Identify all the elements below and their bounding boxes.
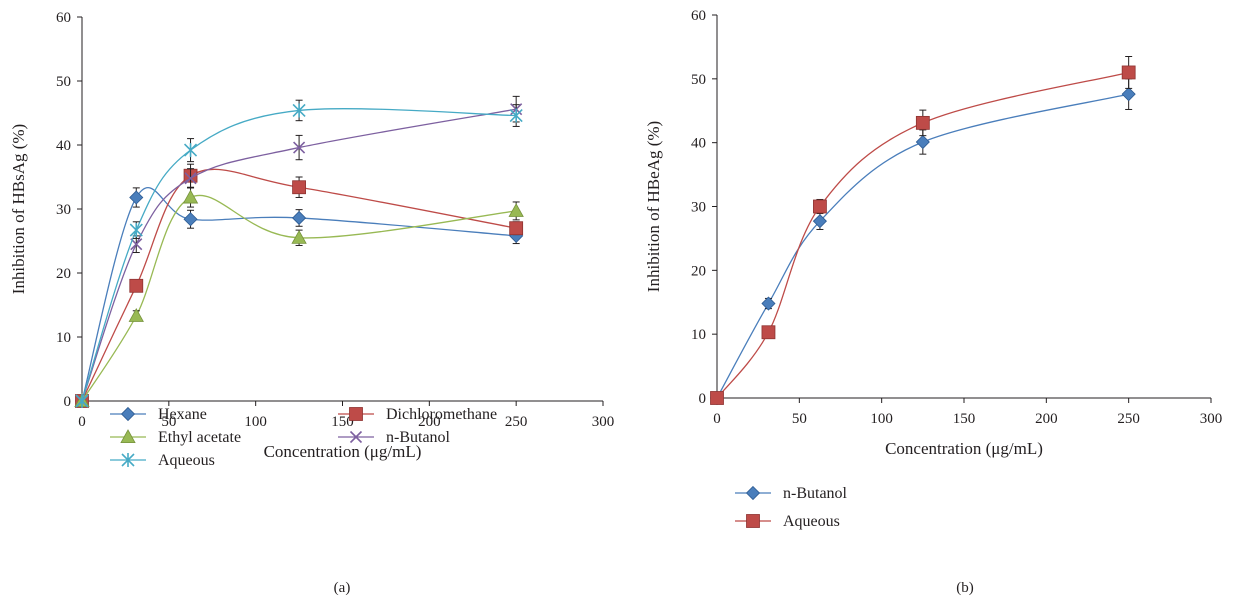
y-tick-label: 30	[691, 200, 706, 216]
legend-item: n-Butanol	[338, 429, 451, 446]
series-line	[716, 93, 1129, 399]
x-tick-label: 250	[1117, 411, 1140, 427]
data-point	[292, 180, 306, 195]
series-aqueous	[75, 99, 523, 408]
legend-label: Aqueous	[158, 452, 215, 469]
data-point	[915, 134, 930, 150]
legend-marker	[120, 429, 136, 444]
x-tick-label: 0	[78, 414, 86, 430]
y-tick-label: 30	[56, 202, 71, 218]
x-tick-label: 150	[331, 414, 354, 430]
y-tick-label: 40	[56, 138, 71, 154]
x-tick-label: 300	[1200, 411, 1223, 427]
data-point	[128, 308, 144, 322]
data-point	[183, 212, 198, 227]
legend-label: Ethyl acetate	[158, 429, 241, 446]
x-axis-title: Concentration (μg/mL)	[264, 442, 422, 461]
legend-marker	[746, 514, 760, 528]
legend-item: Aqueous	[110, 452, 215, 469]
series-line	[81, 194, 517, 402]
x-tick-label: 100	[244, 414, 267, 430]
legend-marker	[121, 453, 135, 467]
legend-item: n-Butanol	[735, 485, 848, 502]
legend-marker	[349, 430, 363, 444]
legend-item: Dichloromethane	[338, 406, 497, 423]
series-line	[716, 71, 1129, 399]
y-tick-label: 60	[691, 8, 706, 24]
data-point	[1121, 87, 1136, 102]
chart-panel-b: 0 10 20 30 40 50 60 0 50 100 150 200 250 300 Concentra…	[644, 8, 1222, 596]
legend-item: Hexane	[110, 406, 207, 423]
data-point	[291, 229, 307, 244]
series-line	[81, 108, 517, 402]
y-tick-label: 0	[64, 394, 72, 410]
x-tick-label: 50	[792, 411, 807, 427]
x-tick-label: 0	[713, 411, 721, 427]
y-tick-label: 10	[691, 327, 706, 343]
y-tick-label: 10	[56, 330, 71, 346]
y-tick-label: 40	[691, 136, 706, 152]
x-tick-label: 100	[870, 411, 893, 427]
legend-marker	[745, 485, 761, 501]
series-dichloromethane	[75, 163, 524, 408]
data-point	[508, 203, 524, 217]
panel-label: (a)	[334, 580, 351, 596]
data-point	[129, 190, 144, 205]
x-axis-title: Concentration (μg/mL)	[885, 439, 1043, 458]
data-point	[184, 172, 197, 185]
data-point	[75, 394, 89, 408]
y-tick-label: 50	[691, 72, 706, 88]
y-tick-label: 20	[56, 266, 71, 282]
legend-label: n-Butanol	[783, 485, 848, 502]
y-axis-title: Inhibition of HBeAg (%)	[644, 121, 663, 292]
data-point	[710, 391, 724, 405]
y-tick-label: 20	[691, 263, 706, 279]
x-tick-label: 250	[505, 414, 528, 430]
chart-panel-a: 0 10 20 30 40 50 60 0 50 100 150 200 250 300 Concentra…	[9, 10, 614, 596]
x-tick-label: 50	[161, 414, 176, 430]
data-point	[183, 143, 198, 158]
x-tick-label: 300	[592, 414, 615, 430]
x-tick-label: 200	[1035, 411, 1058, 427]
series-n-butanol	[75, 95, 523, 408]
series-aqueous	[710, 55, 1136, 405]
data-point	[293, 141, 306, 154]
data-point	[509, 221, 524, 236]
panel-label: (b)	[956, 580, 974, 596]
data-point	[292, 103, 306, 118]
legend-label: Dichloromethane	[386, 406, 497, 423]
legend-item: Ethyl acetate	[110, 429, 241, 446]
data-point	[182, 189, 199, 204]
data-point	[812, 214, 827, 229]
data-point	[292, 210, 307, 226]
data-point	[129, 278, 144, 293]
x-tick-label: 200	[418, 414, 441, 430]
data-point	[915, 115, 930, 130]
data-point	[761, 296, 776, 311]
legend-label: Aqueous	[783, 513, 840, 530]
data-point	[1121, 65, 1136, 80]
data-point	[813, 199, 827, 214]
data-point	[509, 108, 523, 123]
y-tick-label: 60	[56, 10, 71, 26]
legend-item: Aqueous	[735, 513, 840, 530]
data-point	[761, 325, 776, 340]
x-tick-label: 150	[953, 411, 976, 427]
legend-label: Hexane	[158, 406, 207, 423]
y-tick-label: 0	[699, 391, 707, 407]
legend-marker	[349, 407, 363, 421]
data-point	[129, 223, 143, 238]
series-line	[81, 168, 517, 402]
legend-label: n-Butanol	[386, 429, 451, 446]
y-tick-label: 50	[56, 74, 71, 90]
y-axis-title: Inhibition of HBsAg (%)	[9, 124, 28, 294]
legend-marker	[120, 406, 136, 422]
